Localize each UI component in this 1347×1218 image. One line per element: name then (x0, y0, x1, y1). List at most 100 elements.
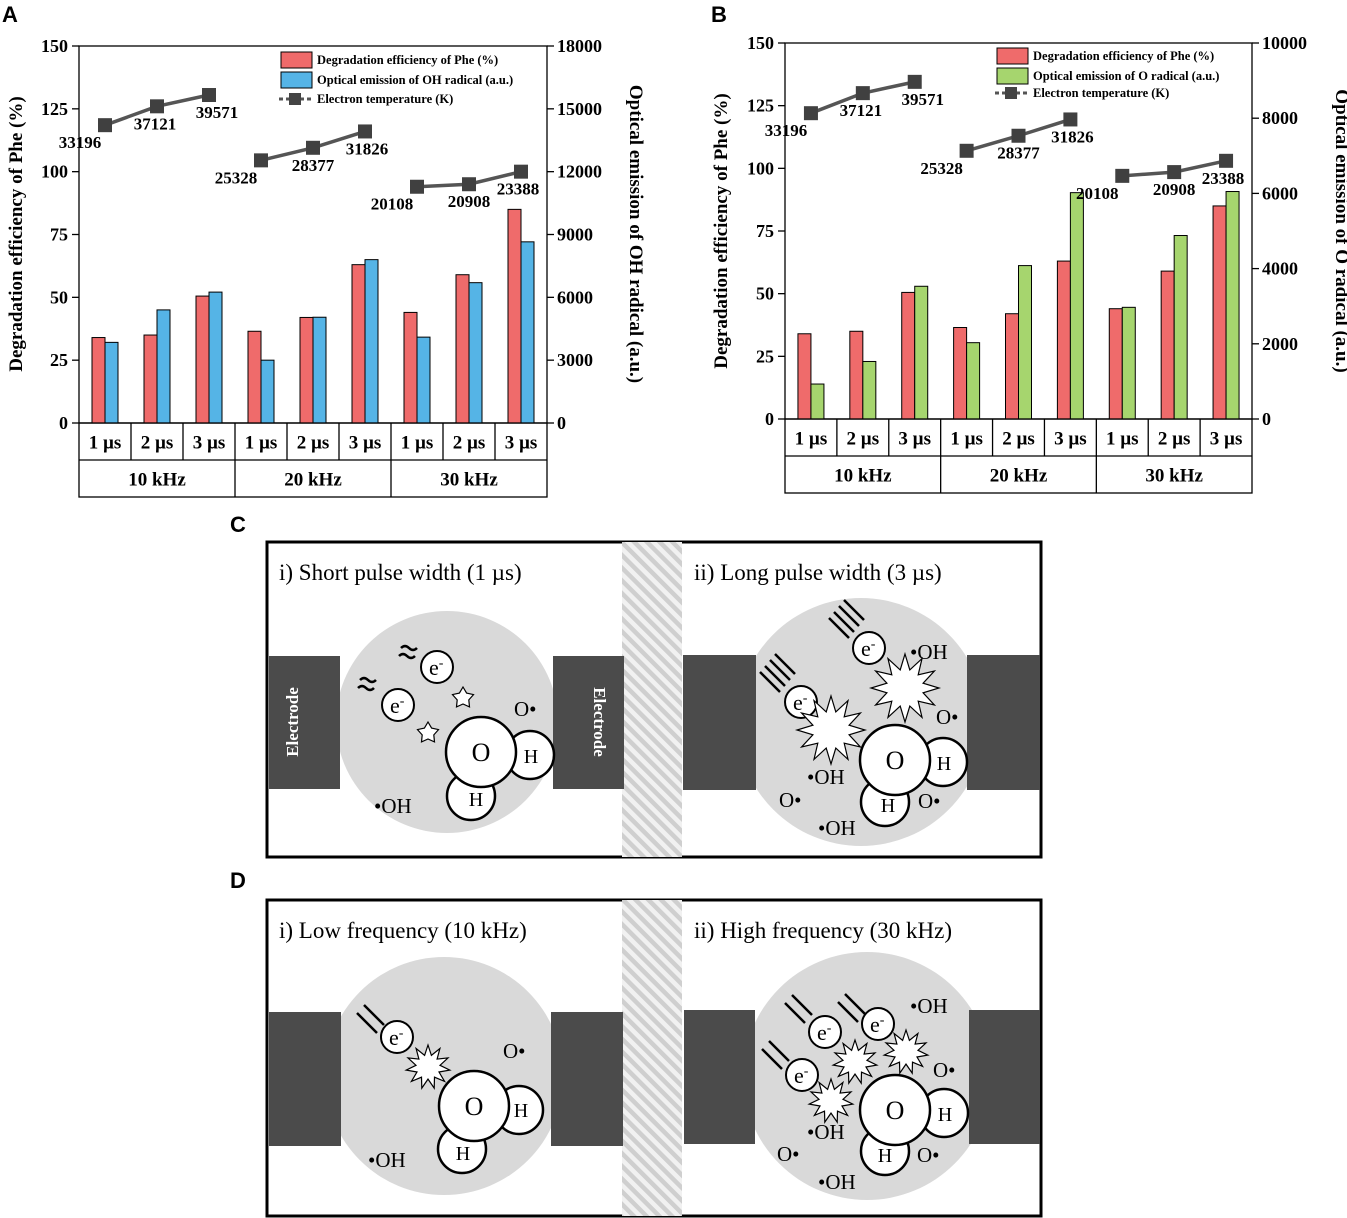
category-label: 3 µs (349, 433, 382, 454)
chart-b-legend-marker (1005, 87, 1017, 99)
chart-a-y2label: Optical emission of OH radical (a.u.) (625, 85, 646, 383)
bar-degradation (1108, 308, 1123, 420)
left-electrode (683, 655, 756, 790)
wave-icon (398, 644, 418, 660)
chart-y2-tick-label: 6000 (1262, 183, 1298, 203)
electron-temperature-point (855, 86, 870, 101)
chart-y-tick-label: 100 (41, 162, 68, 182)
bar-optical-emission (208, 291, 223, 424)
category-label: 1 µs (89, 433, 122, 454)
chart-y-tick-label: 25 (50, 350, 68, 370)
o-radical: O• (779, 788, 802, 812)
chart-a-bars (91, 208, 535, 424)
spark-icon (794, 693, 868, 767)
svg-text:H: H (469, 789, 483, 811)
oh-radical: •OH (807, 1120, 845, 1144)
group-label: 30 kHz (440, 470, 498, 491)
electron-temperature-label: 28377 (292, 156, 335, 175)
chart-a-legend-2: Optical emission of OH radical (a.u.) (317, 73, 513, 87)
chart-y2-tick-label: 18000 (557, 36, 602, 56)
group-label: 10 kHz (128, 470, 186, 491)
plasma-bubble (325, 957, 563, 1195)
left-electrode (684, 1010, 755, 1144)
bar-optical-emission (416, 336, 431, 424)
oh-radical: •OH (818, 816, 856, 840)
bar-optical-emission (468, 282, 483, 424)
bar-degradation (507, 208, 522, 424)
svg-text:O: O (465, 1092, 484, 1121)
diagram-d-left-title: i) Low frequency (10 kHz) (279, 918, 527, 943)
bar-degradation (91, 337, 106, 424)
bar-optical-emission (104, 341, 119, 424)
bar-optical-emission (810, 383, 825, 420)
electron-temperature-point (1011, 128, 1026, 143)
electron-temperature-point (1063, 112, 1078, 127)
electron: e- (861, 1007, 895, 1041)
chart-y-tick-label: 50 (50, 287, 68, 307)
speed-lines-icon (837, 993, 866, 1023)
svg-text:H: H (878, 1145, 892, 1167)
speed-lines-icon (761, 1040, 790, 1070)
bar-degradation (797, 333, 812, 420)
chart-b-legend-1: Degradation efficiency of Phe (%) (1033, 49, 1214, 63)
svg-text:H: H (937, 753, 951, 775)
bar-degradation (299, 316, 314, 424)
spark-icon (416, 720, 440, 743)
oh-radical: •OH (910, 994, 948, 1018)
chart-y-tick-label: 150 (747, 33, 774, 53)
speed-lines-icon (759, 653, 796, 693)
oh-radical: •OH (807, 765, 845, 789)
diagram-d-right-title: ii) High frequency (30 kHz) (694, 918, 952, 943)
chart-y2-tick-label: 15000 (557, 99, 602, 119)
bar-optical-emission (1121, 306, 1136, 420)
electron-temperature-label: 23388 (1202, 169, 1245, 188)
panel-b-label: B (711, 2, 727, 27)
svg-text:O: O (472, 738, 491, 767)
svg-text:H: H (524, 746, 538, 768)
electron: e- (381, 688, 415, 722)
electron-temperature-point (514, 164, 528, 179)
category-label: 3 µs (505, 433, 538, 454)
electron-temperature-point (462, 177, 476, 192)
chart-y-tick-label: 25 (756, 346, 774, 366)
electron-temperature-label: 28377 (997, 144, 1040, 163)
chart-b-y2label: Optical emission of O radical (a.u.) (1331, 89, 1347, 372)
oh-radical: •OH (818, 1170, 856, 1194)
svg-text:O: O (886, 1096, 905, 1125)
plasma-bubble (743, 952, 991, 1200)
chart-y-tick-label: 150 (41, 36, 68, 56)
svg-text:H: H (456, 1143, 470, 1165)
electron-temperature-label: 31826 (1051, 127, 1094, 146)
chart-b-ylabel: Degradation efficiency of Phe (%) (711, 93, 732, 368)
electron-temperature-point (150, 99, 164, 114)
electron-temperature-label: 23388 (497, 180, 540, 199)
chart-b-legend-2: Optical emission of O radical (a.u.) (1033, 69, 1219, 83)
left-electrode (269, 1012, 341, 1146)
category-label: 1 µs (401, 433, 434, 454)
diagram-c-right-title: ii) Long pulse width (3 µs) (694, 560, 942, 585)
electron-temperature-label: 20108 (371, 195, 414, 214)
electron-temperature-point (202, 88, 216, 103)
chart-a: 0 25 50 75 100 125 150 0 3000 6000 9000 12000 15000… (6, 36, 646, 498)
bar-degradation (1212, 205, 1227, 420)
right-electrode (551, 1012, 623, 1146)
bar-optical-emission (364, 259, 379, 424)
svg-text:O: O (886, 746, 905, 775)
category-label: 2 µs (297, 433, 330, 454)
bar-optical-emission (1018, 265, 1032, 420)
category-label: 3 µs (1054, 429, 1087, 450)
chart-a-left-axis: 0 25 50 75 100 125 150 (41, 36, 79, 433)
chart-y2-tick-label: 12000 (557, 162, 602, 182)
diagram-c-divider (622, 542, 682, 857)
chart-y2-tick-label: 3000 (557, 350, 593, 370)
right-electrode (553, 656, 624, 789)
chart-y2-tick-label: 10000 (1262, 33, 1307, 53)
bar-degradation (403, 311, 418, 424)
electron-temperature-label: 20108 (1076, 184, 1119, 203)
svg-text:e-: e- (793, 690, 808, 715)
chart-y2-tick-label: 9000 (557, 225, 593, 245)
electron: e- (852, 631, 886, 665)
chart-y2-tick-label: 4000 (1262, 259, 1298, 279)
spark-icon (807, 1077, 855, 1124)
chart-y2-tick-label: 6000 (557, 287, 593, 307)
